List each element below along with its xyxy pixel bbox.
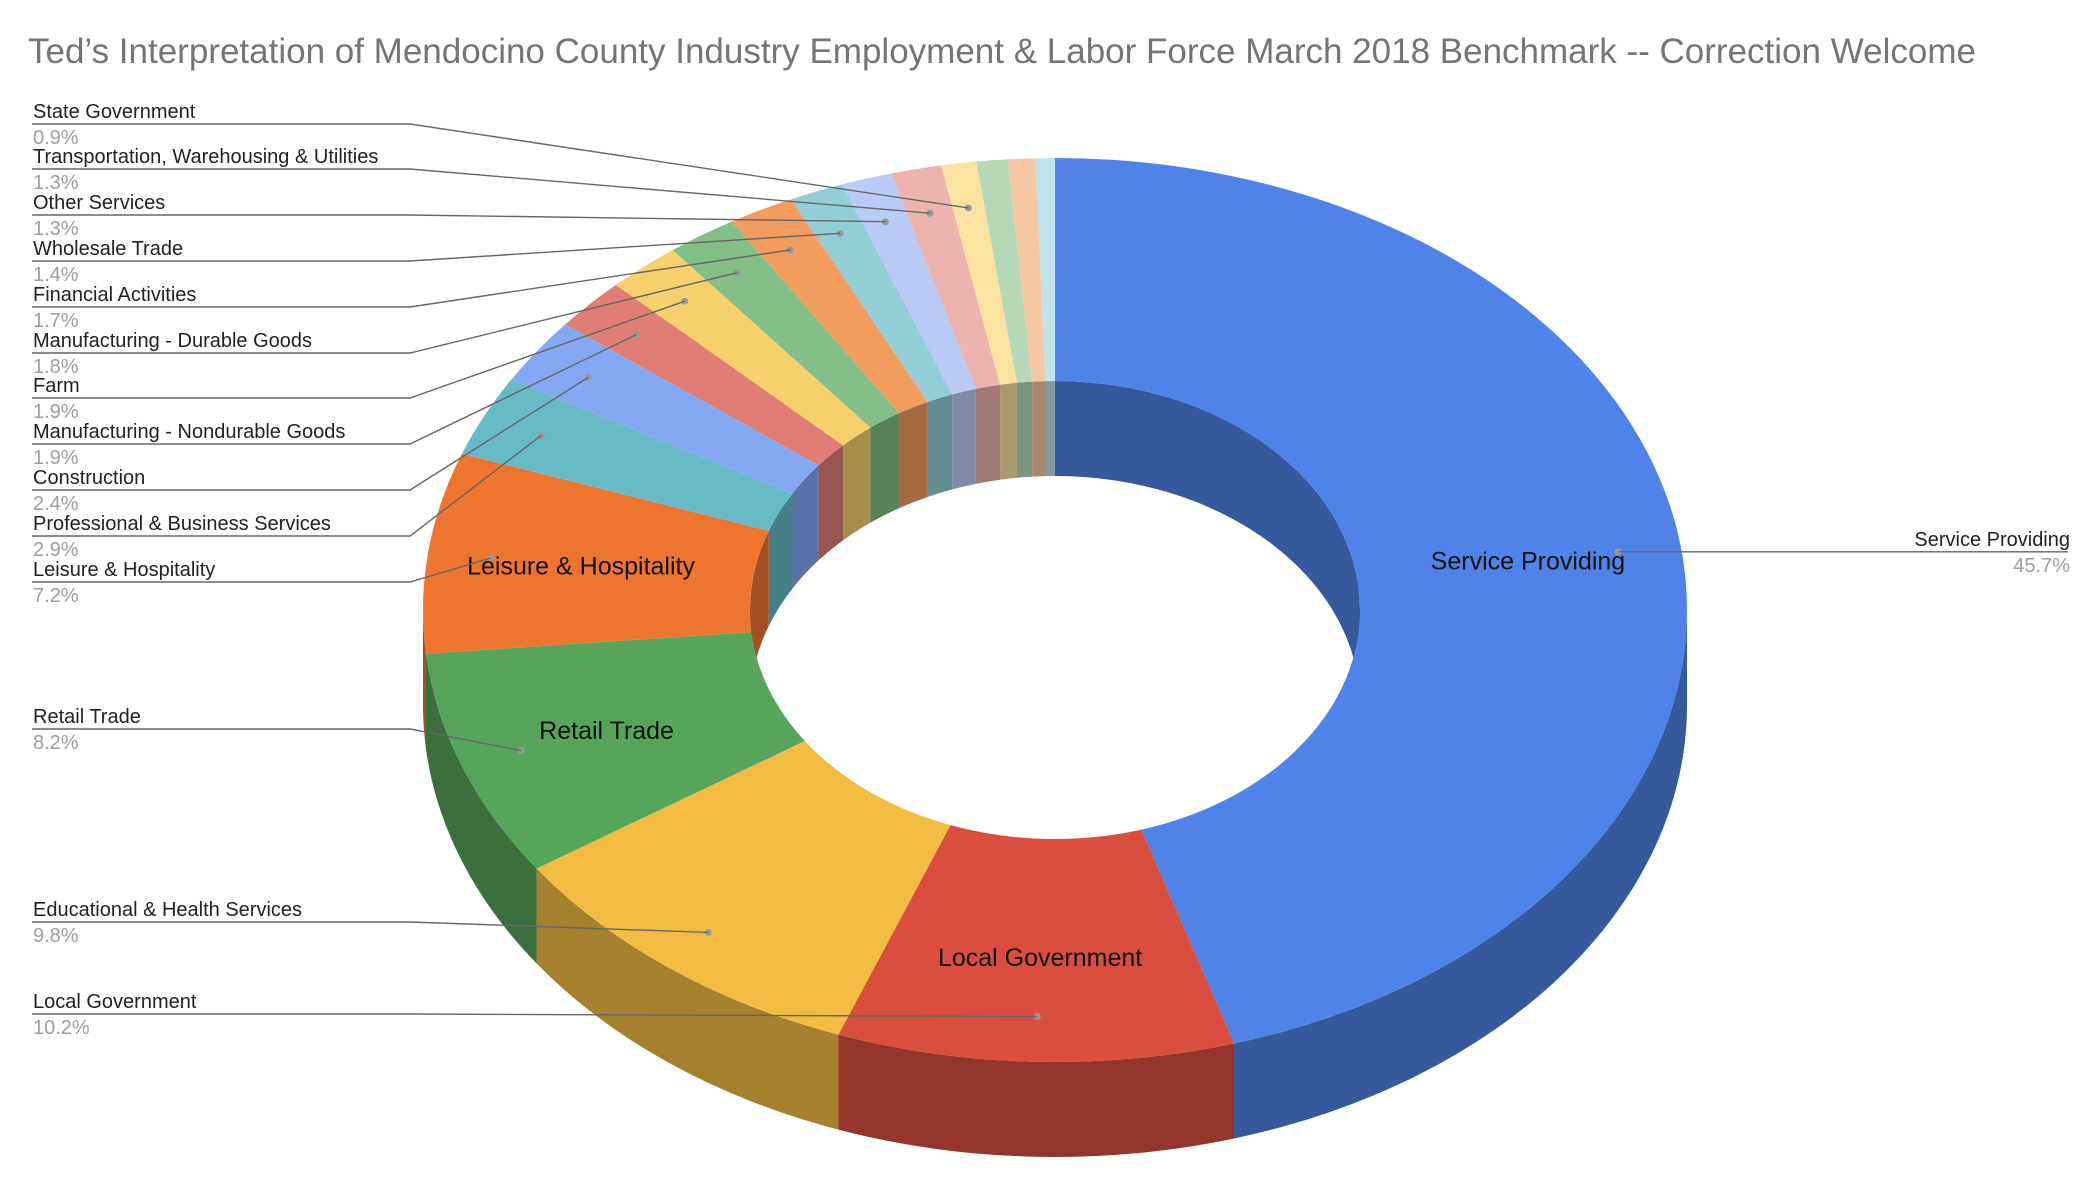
slice-label-name-11: Wholesale Trade (33, 238, 183, 260)
slice-label-pct-12: 1.3% (33, 218, 79, 240)
slice-14[interactable] (941, 161, 1018, 385)
slice-16[interactable] (1007, 158, 1046, 382)
slice-label-name-10: Financial Activities (33, 284, 196, 306)
slice-label-pct-1: 10.2% (33, 1017, 90, 1039)
slice-inside-label-1: Local Government (938, 944, 1142, 972)
slice-label-pct-7: 1.9% (33, 447, 79, 469)
slice-side-4 (423, 610, 426, 749)
slice-label-pct-6: 2.4% (33, 493, 79, 515)
leader-line-12 (32, 214, 886, 223)
slice-inner-wall-6-0 (792, 465, 819, 589)
chart-title: Ted’s Interpretation of Mendocino County… (28, 32, 1976, 71)
slice-label-pct-0: 45.7% (2013, 555, 2070, 577)
slice-13[interactable] (891, 165, 1001, 389)
slice-label-pct-8: 1.9% (33, 401, 79, 423)
slice-label-name-14: State Government (33, 101, 196, 123)
slice-12[interactable] (842, 173, 976, 395)
leader-line-7 (32, 334, 637, 445)
slice-4[interactable] (423, 453, 769, 654)
donut-sides (423, 610, 1687, 1157)
slice-inner-wall-14-0 (1000, 382, 1018, 480)
slice-label-pct-2: 9.8% (33, 925, 79, 947)
slice-label-name-8: Farm (33, 375, 80, 397)
slice-label-pct-10: 1.7% (33, 310, 79, 332)
leader-line-10 (32, 249, 791, 308)
leader-line-13 (32, 168, 930, 214)
leader-line-5 (32, 434, 542, 537)
slice-label-pct-5: 2.9% (33, 539, 79, 561)
slice-3[interactable] (425, 632, 805, 869)
slice-10[interactable] (731, 199, 928, 414)
slice-inner-wall-17-0 (1045, 381, 1055, 477)
slice-inner-wall-8-0 (843, 427, 871, 541)
slice-label-name-7: Manufacturing - Nondurable Goods (33, 421, 345, 443)
slice-label-name-1: Local Government (33, 991, 197, 1013)
leader-line-11 (32, 232, 841, 262)
slice-label-name-4: Leisure & Hospitality (33, 559, 215, 581)
leader-line-9 (32, 272, 738, 354)
slice-9[interactable] (672, 221, 899, 428)
slice-label-pct-14: 0.9% (33, 127, 79, 149)
slice-label-name-13: Transportation, Warehousing & Utilities (33, 146, 378, 168)
slice-label-pct-3: 8.2% (33, 732, 79, 754)
slice-label-name-2: Educational & Health Services (33, 899, 302, 921)
slice-side-1 (838, 1034, 1235, 1157)
slice-label-name-0: Service Providing (1914, 529, 2070, 551)
slice-inner-wall-15-0 (1017, 381, 1033, 478)
slice-17[interactable] (1035, 158, 1055, 382)
slice-label-name-3: Retail Trade (33, 706, 141, 728)
slice-1[interactable] (838, 825, 1235, 1062)
slice-label-name-9: Manufacturing - Durable Goods (33, 330, 312, 352)
slice-8[interactable] (615, 250, 871, 446)
slice-inner-wall-11-0 (927, 394, 953, 497)
slice-7[interactable] (565, 284, 844, 466)
slice-inner-wall-7-0 (818, 445, 844, 561)
slice-label-name-12: Other Services (33, 192, 165, 214)
slice-label-name-5: Professional & Business Services (33, 513, 331, 535)
slice-side-0 (1234, 610, 1687, 1139)
slice-label-pct-13: 1.3% (33, 172, 79, 194)
slice-15[interactable] (976, 159, 1033, 383)
slice-inner-wall-0-1 (1055, 381, 1360, 705)
slice-inner-wall-12-0 (952, 388, 976, 490)
leader-line-1 (32, 1013, 1038, 1018)
slice-inner-wall-9-0 (870, 413, 899, 523)
slice-inside-label-3: Retail Trade (539, 717, 674, 745)
slice-label-pct-9: 1.8% (33, 356, 79, 378)
slice-label-pct-4: 7.2% (33, 585, 79, 607)
slice-2[interactable] (536, 740, 951, 1035)
slice-side-3 (425, 653, 537, 964)
slice-label-name-6: Construction (33, 467, 145, 489)
slice-labels: Service Providing Local Government Retail … (32, 101, 2070, 1039)
slice-inner-wall-13-0 (975, 384, 1001, 484)
leader-line-4 (32, 557, 492, 583)
slice-5[interactable] (461, 379, 793, 531)
slice-11[interactable] (790, 184, 953, 402)
donut-slices (423, 158, 1687, 1062)
slice-inner-wall-16-0 (1032, 381, 1046, 477)
leader-line-8 (32, 300, 685, 399)
leader-line-14 (32, 123, 969, 209)
donut-inner-wall (750, 381, 1360, 705)
leader-line-6 (32, 376, 589, 491)
slice-0[interactable] (1055, 158, 1687, 1044)
leader-line-3 (32, 728, 522, 752)
leader-line-2 (32, 921, 709, 934)
slice-inner-wall-5-0 (768, 493, 793, 626)
slice-inner-wall-10-0 (898, 401, 928, 509)
slice-side-2 (536, 868, 839, 1130)
slice-6[interactable] (510, 324, 819, 494)
slice-label-pct-11: 1.4% (33, 264, 79, 286)
slice-inside-label-4: Leisure & Hospitality (467, 553, 695, 581)
slice-inside-label-0: Service Providing (1431, 547, 1626, 575)
